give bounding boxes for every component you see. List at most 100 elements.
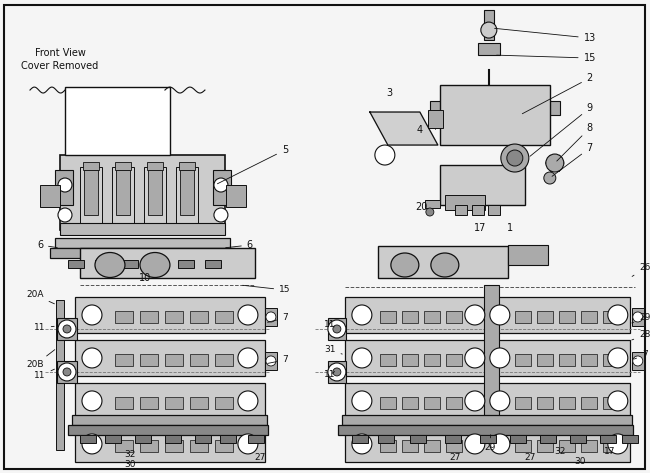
Bar (352, 435, 368, 443)
Text: 17: 17 (474, 223, 486, 233)
Bar (380, 311, 396, 323)
Bar (115, 311, 133, 323)
Bar (484, 10, 494, 40)
Text: 31: 31 (324, 345, 343, 354)
Bar (179, 162, 195, 170)
Circle shape (238, 348, 258, 368)
Circle shape (608, 348, 628, 368)
Bar (430, 101, 560, 115)
Circle shape (608, 305, 628, 325)
Circle shape (328, 363, 346, 381)
Bar (248, 435, 264, 443)
Bar (75, 383, 265, 419)
Circle shape (328, 320, 346, 338)
Text: 20A: 20A (26, 290, 55, 304)
Bar (446, 397, 462, 409)
Bar (446, 354, 462, 366)
Text: 32: 32 (554, 447, 565, 456)
Bar (424, 440, 440, 452)
Circle shape (352, 434, 372, 454)
Bar (60, 223, 225, 235)
Text: 11: 11 (324, 370, 335, 379)
Bar (515, 440, 531, 452)
Bar (148, 170, 162, 215)
Text: 7: 7 (552, 143, 593, 176)
Circle shape (58, 363, 76, 381)
Bar (72, 415, 267, 425)
Bar (80, 435, 96, 443)
Bar (402, 397, 418, 409)
Text: 29: 29 (632, 314, 650, 323)
Bar (215, 397, 233, 409)
Bar (425, 200, 440, 208)
Bar (581, 354, 597, 366)
Text: 3: 3 (387, 88, 393, 98)
Bar (190, 440, 208, 452)
Bar (424, 354, 440, 366)
Text: 6: 6 (226, 240, 253, 250)
Bar (600, 435, 616, 443)
Bar (559, 440, 575, 452)
Circle shape (238, 305, 258, 325)
Text: 27: 27 (449, 454, 461, 463)
Text: 27: 27 (524, 454, 536, 463)
Bar (328, 361, 346, 383)
Text: 27: 27 (254, 454, 266, 463)
Circle shape (58, 208, 72, 222)
Bar (380, 397, 396, 409)
Bar (165, 397, 183, 409)
Circle shape (333, 325, 341, 333)
Text: 20: 20 (415, 202, 428, 212)
Bar (581, 397, 597, 409)
Text: 11: 11 (34, 369, 55, 380)
Bar (378, 435, 394, 443)
Circle shape (58, 320, 76, 338)
Bar (68, 425, 268, 435)
Bar (215, 440, 233, 452)
Bar (83, 162, 99, 170)
Bar (603, 354, 619, 366)
Circle shape (426, 208, 434, 216)
Bar (378, 246, 508, 278)
Bar (80, 167, 102, 225)
Bar (205, 260, 221, 268)
Circle shape (82, 348, 102, 368)
Text: 15: 15 (242, 285, 291, 295)
Bar (410, 435, 426, 443)
Bar (265, 352, 277, 370)
Text: 7: 7 (268, 314, 288, 323)
Bar (144, 167, 166, 225)
Bar (115, 162, 131, 170)
Bar (537, 311, 552, 323)
Bar (632, 308, 644, 326)
Bar (84, 170, 98, 215)
Ellipse shape (431, 253, 459, 277)
Circle shape (214, 208, 228, 222)
Bar (57, 318, 77, 340)
Circle shape (82, 434, 102, 454)
Bar (338, 425, 633, 435)
Bar (165, 311, 183, 323)
Bar (265, 308, 277, 326)
Bar (165, 435, 181, 443)
Text: 30: 30 (124, 460, 136, 469)
Bar (424, 397, 440, 409)
Text: 8: 8 (557, 123, 593, 161)
Bar (57, 361, 77, 383)
Bar (75, 426, 265, 462)
Ellipse shape (95, 253, 125, 278)
Circle shape (608, 391, 628, 411)
Bar (115, 354, 133, 366)
Text: 26: 26 (632, 263, 650, 276)
Circle shape (490, 391, 510, 411)
Bar (150, 260, 166, 268)
Circle shape (214, 178, 228, 192)
Bar (135, 435, 151, 443)
Text: 13: 13 (495, 28, 596, 43)
Circle shape (490, 434, 510, 454)
Bar (115, 440, 133, 452)
Circle shape (633, 312, 643, 322)
Bar (537, 397, 552, 409)
Text: 4: 4 (417, 125, 423, 135)
Bar (440, 85, 550, 145)
